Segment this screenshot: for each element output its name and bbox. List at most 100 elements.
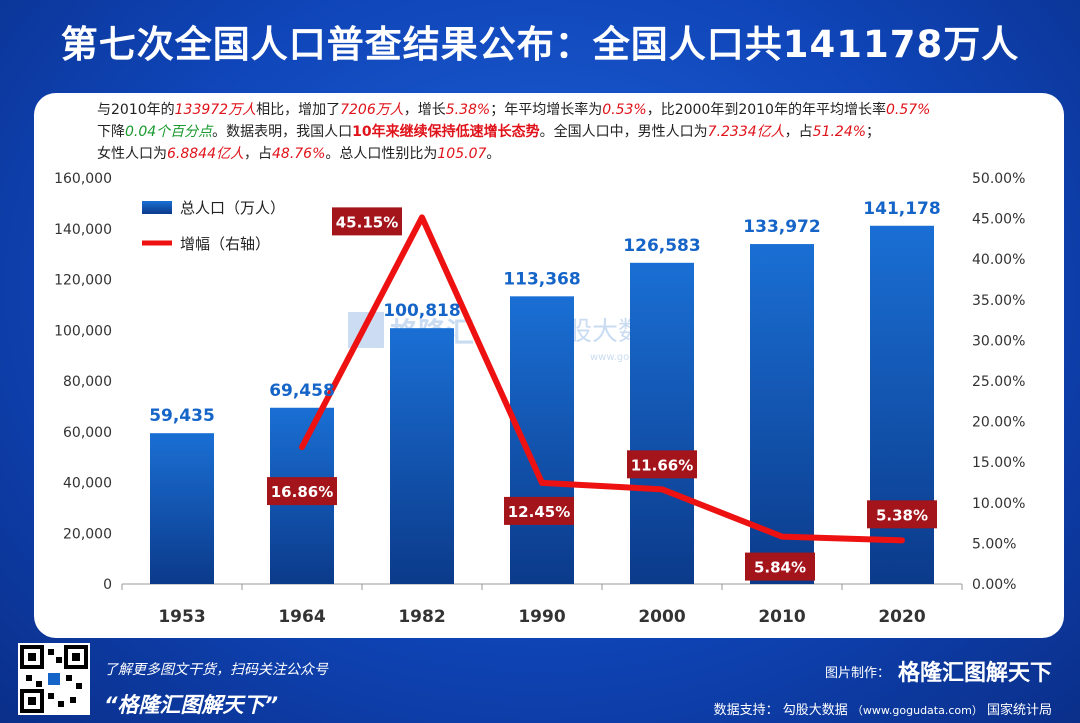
line-value-label-box (504, 496, 574, 525)
qr-code-icon (20, 645, 88, 713)
bar (870, 225, 934, 585)
bar-value-label: 113,368 (503, 269, 580, 289)
y-right-tick-label: 45.00% (972, 212, 1025, 228)
bar (390, 328, 454, 584)
y-right-tick-label: 0.00% (972, 577, 1016, 593)
source-label: 数据支持： (713, 703, 779, 718)
footer-left: 了解更多图文干货，扫码关注公众号 “格隆汇图解天下” (104, 659, 328, 719)
line-value-label: 5.84% (754, 559, 806, 577)
maker-brand: 格隆汇图解天下 (897, 661, 1052, 686)
intro-value: 5.38% (445, 102, 491, 118)
intro-text: ； (866, 124, 881, 140)
y-left-tick-label: 120,000 (54, 273, 112, 289)
x-tick-label: 2000 (638, 607, 685, 627)
footer-tip: 了解更多图文干货，扫码关注公众号 (104, 662, 328, 678)
intro-value: 48.76% (272, 146, 326, 162)
legend-line-label: 增幅（右轴） (180, 235, 270, 253)
axes: 1953 1964 1982 1990 2000 2010 2020 0 20,000 40,00… (54, 171, 1025, 627)
intro-text: 。 (486, 146, 501, 162)
intro-text: 相比，增加了 (256, 102, 341, 118)
y-left-tick-label: 60,000 (63, 425, 112, 441)
maker-label: 图片制作： (824, 665, 890, 681)
x-tick-label: 1990 (518, 607, 565, 627)
line-value-label-box (745, 552, 815, 581)
bar (750, 244, 814, 584)
intro-value: 51.24% (812, 124, 867, 140)
y-right-tick-label: 10.00% (972, 496, 1025, 512)
y-left-tick-label: 40,000 (63, 476, 112, 492)
line-value-label: 11.66% (631, 456, 693, 474)
intro-text: 下降 (97, 124, 125, 140)
intro-text: ，占 (784, 124, 813, 140)
footer-slogan: “格隆汇图解天下” (104, 693, 279, 717)
y-left-tick-label: 160,000 (54, 171, 112, 187)
source-url: （www.gogudata.com） (851, 704, 983, 717)
bar-value-label: 59,435 (149, 406, 215, 426)
x-tick-label: 2010 (758, 607, 805, 627)
qr-code (18, 643, 90, 715)
intro-highlight: 10年来继续保持低速增长态势 (352, 124, 540, 140)
bar-value-label: 141,178 (863, 199, 940, 219)
y-left-tick-label: 80,000 (63, 374, 112, 390)
intro-text: ，占 (244, 146, 272, 162)
y-right-tick-label: 35.00% (972, 293, 1025, 309)
bar (630, 262, 694, 584)
y-right-tick-label: 5.00% (972, 536, 1016, 552)
intro-value: 0.04个百分点 (125, 124, 213, 140)
y-left-tick-label: 140,000 (54, 222, 112, 238)
line-value-label-box (627, 450, 697, 479)
intro-text: 。全国人口中，男性人口为 (539, 124, 708, 140)
line-value-label: 45.15% (336, 213, 398, 231)
intro-paragraph: 与2010年的133972万人相比，增加了7206万人，增长5.38%；年平均增… (97, 99, 1047, 165)
intro-text: ；年平均增长率为 (490, 102, 603, 118)
bar-series (150, 225, 934, 585)
y-right-tick-label: 50.00% (972, 171, 1025, 187)
intro-text: 女性人口为 (97, 146, 167, 162)
footer-right: 图片制作： 格隆汇图解天下 数据支持： 勾股大数据 （www.gogudata.… (714, 655, 1052, 718)
line-series (299, 214, 905, 544)
bar-value-label: 100,818 (383, 301, 460, 321)
bar-value-label: 69,458 (269, 381, 335, 401)
line-value-label-box (867, 500, 937, 529)
intro-value: 105.07 (437, 146, 487, 162)
y-right-tick-label: 15.00% (972, 455, 1025, 471)
intro-value: 0.53% (602, 102, 647, 118)
intro-text: 。总人口性别比为 (325, 146, 438, 162)
intro-value: 6.8844亿人 (167, 146, 244, 162)
line-value-label-box (332, 207, 402, 236)
source-name: 勾股大数据 (782, 703, 848, 718)
line-value-label: 12.45% (508, 503, 570, 521)
intro-value: 133972万人 (174, 102, 257, 118)
intro-text: ，比2000年到2010年的年平均增长率 (646, 102, 886, 118)
intro-text: ，增长 (403, 102, 446, 118)
line-value-label: 5.38% (876, 506, 928, 524)
line-value-label: 16.86% (271, 483, 333, 501)
x-tick-label: 1964 (278, 607, 325, 627)
bar (150, 433, 214, 584)
intro-value: 7206万人 (340, 102, 404, 118)
source-bureau: 国家统计局 (986, 703, 1052, 718)
y-right-tick-label: 40.00% (972, 252, 1025, 268)
intro-value: 0.57% (885, 102, 931, 118)
intro-text: 与2010年的 (97, 102, 175, 118)
bar-value-label: 133,972 (743, 217, 820, 237)
bar-value-label: 126,583 (623, 236, 700, 256)
y-left-tick-label: 0 (103, 577, 112, 593)
growth-line (299, 214, 905, 544)
y-left-tick-label: 100,000 (54, 323, 112, 339)
y-left-tick-label: 20,000 (63, 526, 112, 542)
y-right-tick-label: 30.00% (972, 333, 1025, 349)
line-value-label-box (267, 477, 337, 506)
y-right-tick-label: 20.00% (972, 415, 1025, 431)
y-right-tick-label: 25.00% (972, 374, 1025, 390)
legend-bar-label: 总人口（万人） (180, 199, 285, 217)
x-tick-label: 1953 (158, 607, 205, 627)
intro-value: 7.2334亿人 (707, 124, 785, 140)
intro-text: 。数据表明，我国人口 (212, 124, 353, 140)
legend: 总人口（万人） 增幅（右轴） (142, 199, 285, 253)
x-tick-label: 1982 (398, 607, 445, 627)
x-tick-label: 2020 (878, 607, 925, 627)
data-labels: 59,435 69,458 100,818 113,368 126,583 133,972… (149, 199, 941, 581)
page-title: 第七次全国人口普查结果公布：全国人口共141178万人 (60, 23, 1020, 66)
